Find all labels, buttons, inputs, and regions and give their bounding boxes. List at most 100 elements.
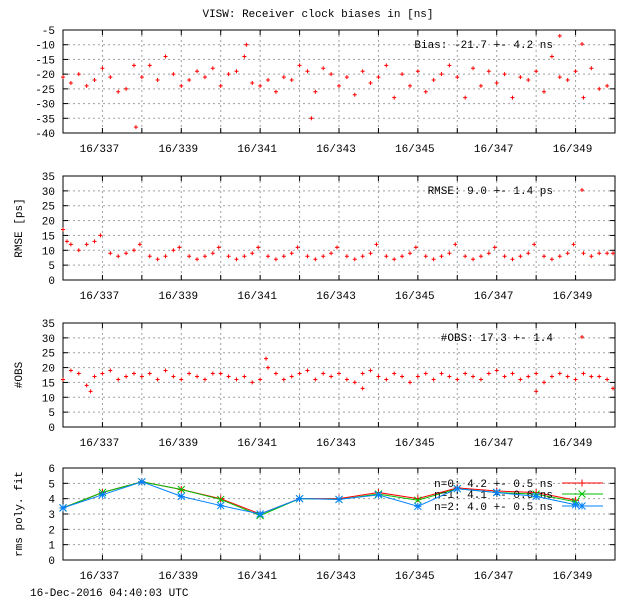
data-point xyxy=(453,484,462,493)
x-tick-label: 16/341 xyxy=(237,144,277,156)
y-tick-label: 35 xyxy=(42,319,55,331)
data-point xyxy=(88,389,93,394)
data-point xyxy=(187,371,192,376)
data-point xyxy=(273,257,278,262)
data-point xyxy=(321,66,326,71)
data-point xyxy=(374,490,383,499)
data-point xyxy=(163,254,168,259)
data-point xyxy=(549,374,554,379)
y-tick-label: 10 xyxy=(42,246,55,258)
y-tick-label: -20 xyxy=(35,70,55,82)
data-point xyxy=(242,374,247,379)
data-point xyxy=(463,371,468,376)
data-point xyxy=(100,371,105,376)
y-tick-label: 10 xyxy=(42,393,55,405)
data-point xyxy=(76,248,81,253)
data-point xyxy=(234,257,239,262)
data-point xyxy=(502,254,507,259)
data-point xyxy=(581,95,586,100)
data-point xyxy=(321,371,326,376)
data-point xyxy=(61,377,65,382)
data-point xyxy=(116,377,121,382)
data-point xyxy=(266,78,271,83)
data-point xyxy=(492,245,497,250)
data-point xyxy=(116,254,121,259)
legend-label: #OBS: 17.3 +- 1.4 xyxy=(441,333,554,345)
panel-1: -5 -10 -15 -20 -25 -30 -35 -40 16/337 16/339 16/34… xyxy=(35,26,616,156)
data-point xyxy=(360,69,365,74)
data-point xyxy=(131,248,136,253)
data-point xyxy=(98,233,103,238)
timestamp-footer: 16-Dec-2016 04:40:03 UTC xyxy=(30,588,189,600)
data-point xyxy=(376,75,381,80)
y-axis-label: RMSE [ps] xyxy=(14,198,26,257)
data-point xyxy=(210,66,215,71)
panel-4: 0 1 2 3 4 5 6 16/337 16/339 16/341 16/343 16/345 16/… xyxy=(14,464,616,583)
data-point xyxy=(61,227,65,232)
data-point xyxy=(581,251,586,256)
x-tick-label: 16/341 xyxy=(237,291,277,303)
data-point xyxy=(64,239,69,244)
y-tick-label: -30 xyxy=(35,100,55,112)
y-tick-label: 1 xyxy=(48,541,55,553)
data-point xyxy=(447,63,452,68)
data-point xyxy=(84,383,89,388)
data-point xyxy=(264,356,269,361)
data-point xyxy=(494,368,499,373)
y-tick-label: 2 xyxy=(48,525,55,537)
data-point xyxy=(84,83,89,88)
data-point xyxy=(313,89,318,94)
data-point xyxy=(439,72,444,77)
y-tick-label: -35 xyxy=(35,114,55,126)
data-point xyxy=(242,254,247,259)
scatter-series xyxy=(61,356,616,394)
data-point xyxy=(374,242,379,247)
data-point xyxy=(76,72,81,77)
plot-frame xyxy=(62,467,616,561)
x-tick-label: 16/349 xyxy=(553,571,593,583)
data-point xyxy=(92,239,97,244)
y-tick-label: 0 xyxy=(48,276,55,288)
x-tick-label: 16/349 xyxy=(553,291,593,303)
data-point xyxy=(557,254,562,259)
x-tick-label: 16/347 xyxy=(474,438,514,450)
data-point xyxy=(187,254,192,259)
data-point xyxy=(147,63,152,68)
data-point xyxy=(542,89,547,94)
data-point xyxy=(124,86,129,91)
y-tick-label: 30 xyxy=(42,334,55,346)
data-point xyxy=(187,78,192,83)
data-point xyxy=(226,374,231,379)
data-point xyxy=(407,83,412,88)
data-point xyxy=(471,66,476,71)
y-tick-label: -40 xyxy=(35,129,55,141)
x-tick-label: 16/339 xyxy=(158,291,198,303)
data-point xyxy=(580,335,584,339)
data-point xyxy=(518,75,523,80)
data-point xyxy=(597,374,602,379)
data-point xyxy=(431,257,436,262)
data-point xyxy=(384,63,389,68)
y-tick-label: 25 xyxy=(42,349,55,361)
data-point xyxy=(486,371,491,376)
data-point xyxy=(360,386,365,391)
data-point xyxy=(202,75,207,80)
data-point xyxy=(352,380,357,385)
data-point xyxy=(210,251,215,256)
data-point xyxy=(611,386,616,391)
x-tick-label: 16/347 xyxy=(474,291,514,303)
data-point xyxy=(108,368,113,373)
data-point xyxy=(124,374,129,379)
x-tick-label: 16/345 xyxy=(395,291,435,303)
data-point xyxy=(61,75,65,80)
data-point xyxy=(423,89,428,94)
data-point xyxy=(423,371,428,376)
data-point xyxy=(415,374,420,379)
data-point xyxy=(578,479,586,487)
data-point xyxy=(281,75,286,80)
data-point xyxy=(589,254,594,259)
x-tick-label: 16/345 xyxy=(395,438,435,450)
data-point xyxy=(281,377,286,382)
data-point xyxy=(258,377,263,382)
plot-frame xyxy=(62,322,616,428)
